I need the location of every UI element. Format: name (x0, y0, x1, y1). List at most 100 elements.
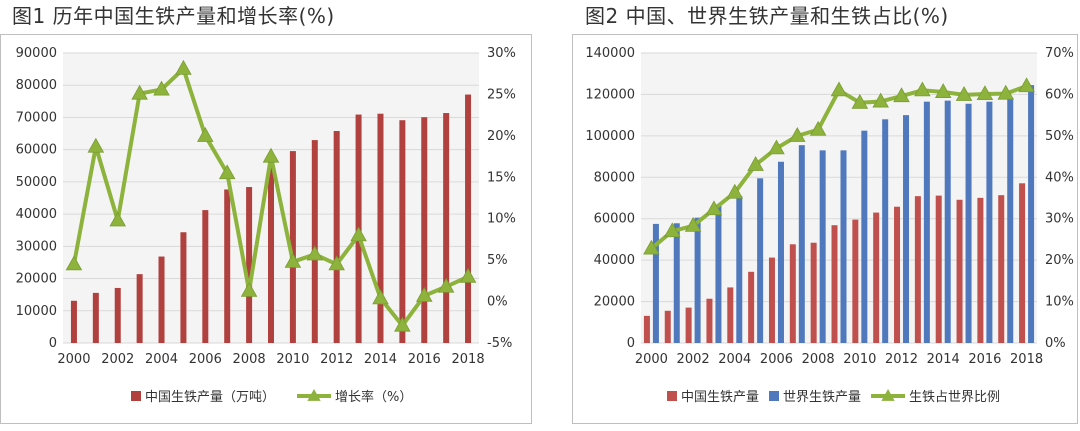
chart1-y-right-tick: 20% (487, 129, 516, 144)
chart2-y-left-tick: 20000 (594, 295, 635, 310)
chart2-y-right-tick: 10% (1045, 295, 1074, 310)
chart2-point-2000 (643, 239, 660, 255)
chart2-bar-世界生铁产量-2018 (1028, 85, 1035, 343)
chart2-bar-世界生铁产量-2014 (944, 100, 951, 344)
chart2-point-2003 (705, 200, 723, 216)
chart1-point-2009 (262, 147, 280, 163)
chart2-point-2018 (1018, 77, 1035, 93)
chart1-point-2011 (306, 245, 324, 261)
chart1-bar-中国生铁产量（万吨）-2005 (180, 232, 187, 343)
chart1-point-2014 (372, 289, 389, 305)
chart2-bar-中国生铁产量-2011 (873, 212, 880, 343)
chart2-bar-世界生铁产量-2010 (861, 130, 868, 343)
chart1-bar-中国生铁产量（万吨）-2008 (246, 187, 253, 343)
chart2-y-right-tick: 30% (1045, 212, 1074, 227)
chart2-bar-世界生铁产量-2016 (986, 101, 993, 343)
chart1-point-2004 (153, 80, 170, 96)
chart2-point-2004 (726, 183, 744, 199)
chart2-bar-中国生铁产量-2013 (914, 196, 921, 343)
chart2-bar-中国生铁产量-2001 (664, 310, 671, 343)
chart2-y-left-tick: 60000 (594, 212, 635, 227)
chart2-bar-世界生铁产量-2013 (923, 101, 930, 343)
chart2-bar-世界生铁产量-2008 (819, 150, 826, 343)
chart2-point-2011 (872, 92, 889, 108)
chart2-bar-世界生铁产量-2000 (652, 223, 659, 343)
chart1-bar-中国生铁产量（万吨）-2006 (202, 210, 209, 343)
chart2-bar-中国生铁产量-2017 (998, 195, 1005, 343)
chart1-x-tick: 2016 (408, 352, 441, 367)
chart1-point-2012 (328, 255, 345, 271)
chart1-x-tick: 2018 (452, 352, 485, 367)
chart2-y-right-tick: 50% (1045, 129, 1074, 144)
chart2-bar-中国生铁产量-2014 (935, 195, 942, 343)
chart1-y-left-tick: 10000 (16, 304, 57, 319)
chart2-bar-中国生铁产量-2012 (894, 206, 901, 343)
chart1-panel: 0 10000 20000 30000 40000 50000 60000 70000 8000… (0, 34, 532, 424)
chart1-point-2005 (175, 59, 192, 75)
chart2-legend-marker (881, 389, 895, 401)
chart1-point-2001 (87, 137, 105, 153)
chart2-point-2008 (809, 120, 827, 136)
chart2-y-left-tick: 80000 (594, 170, 635, 185)
chart2-point-2002 (684, 216, 702, 232)
chart1-y-right-tick: -5% (487, 336, 512, 351)
chart1-y-right-tick: 15% (487, 170, 516, 185)
chart2-point-2009 (830, 81, 848, 97)
chart2-title: 图2 中国、世界生铁产量和生铁占比(%) (585, 4, 949, 28)
chart1-y-right-tick: 25% (487, 87, 516, 102)
chart2-bar-世界生铁产量-2003 (715, 204, 722, 343)
chart1-x-tick: 2012 (320, 352, 353, 367)
chart1-point-2006 (197, 127, 214, 142)
chart2-bar-中国生铁产量-2015 (956, 199, 963, 343)
chart2-bar-世界生铁产量-2011 (882, 119, 889, 344)
chart2-legend-swatch (667, 391, 677, 401)
chart1-y-left-tick: 30000 (16, 239, 57, 254)
chart2-bar-中国生铁产量-2004 (727, 287, 734, 343)
chart1-x-tick: 2006 (189, 352, 222, 367)
chart1-point-2018 (459, 267, 477, 283)
chart2-y-right-tick: 0% (1045, 336, 1066, 351)
chart2-y-right-tick: 70% (1045, 46, 1074, 61)
chart1-x-tick: 2010 (276, 352, 309, 367)
chart2-point-2012 (893, 87, 910, 103)
chart1-y-right-tick: 5% (487, 253, 508, 268)
chart2-x-tick: 2010 (843, 352, 876, 367)
chart2-point-2010 (851, 93, 869, 109)
chart1-bar-中国生铁产量（万吨）-2003 (136, 274, 143, 343)
chart2-point-2014 (934, 83, 952, 98)
chart2-y-right-tick: 20% (1045, 253, 1074, 268)
chart2-point-2013 (914, 81, 931, 97)
chart1-bar-中国生铁产量（万吨）-2018 (465, 94, 472, 343)
chart2-bar-中国生铁产量-2018 (1019, 183, 1026, 343)
chart1-point-2016 (415, 286, 433, 302)
chart1-bar-中国生铁产量（万吨）-2004 (158, 256, 165, 343)
chart1-y-left-tick: 60000 (16, 143, 57, 158)
chart2-bar-中国生铁产量-2008 (810, 242, 817, 343)
chart2-bar-中国生铁产量-2003 (706, 298, 713, 343)
chart1-bar-中国生铁产量（万吨）-2010 (289, 151, 296, 343)
chart1-y-right-tick: 10% (487, 212, 516, 227)
chart2-bar-世界生铁产量-2006 (777, 161, 784, 343)
chart1-point-2002 (109, 211, 127, 227)
chart1-x-tick: 2008 (233, 352, 266, 367)
chart1-bar-中国生铁产量（万吨）-2000 (70, 300, 77, 343)
chart1-point-2013 (350, 226, 367, 242)
chart2-bar-世界生铁产量-2015 (965, 103, 972, 343)
chart2-bar-中国生铁产量-2007 (789, 244, 796, 343)
chart2-bar-中国生铁产量-2000 (643, 315, 650, 343)
chart2-legend-label: 中国生铁产量 (681, 390, 759, 405)
chart1-y-right-tick: 0% (487, 295, 508, 310)
chart2-bar-中国生铁产量-2002 (685, 307, 692, 343)
chart2-point-2005 (747, 156, 764, 171)
chart2-bar-世界生铁产量-2012 (903, 115, 910, 344)
chart1-y-left-tick: 90000 (16, 46, 57, 61)
chart2-bar-世界生铁产量-2004 (736, 195, 743, 343)
chart1-bar-中国生铁产量（万吨）-2007 (224, 189, 231, 343)
chart2-x-tick: 2016 (968, 352, 1001, 367)
chart1-y-left-tick: 50000 (16, 175, 57, 190)
chart1-legend-label: 中国生铁产量（万吨） (145, 390, 275, 405)
chart2-bar-中国生铁产量-2010 (852, 219, 859, 343)
chart1-legend-label: 增长率（%） (335, 389, 412, 405)
chart2-x-tick: 2004 (718, 352, 751, 367)
chart2-bar-中国生铁产量-2006 (768, 257, 775, 343)
